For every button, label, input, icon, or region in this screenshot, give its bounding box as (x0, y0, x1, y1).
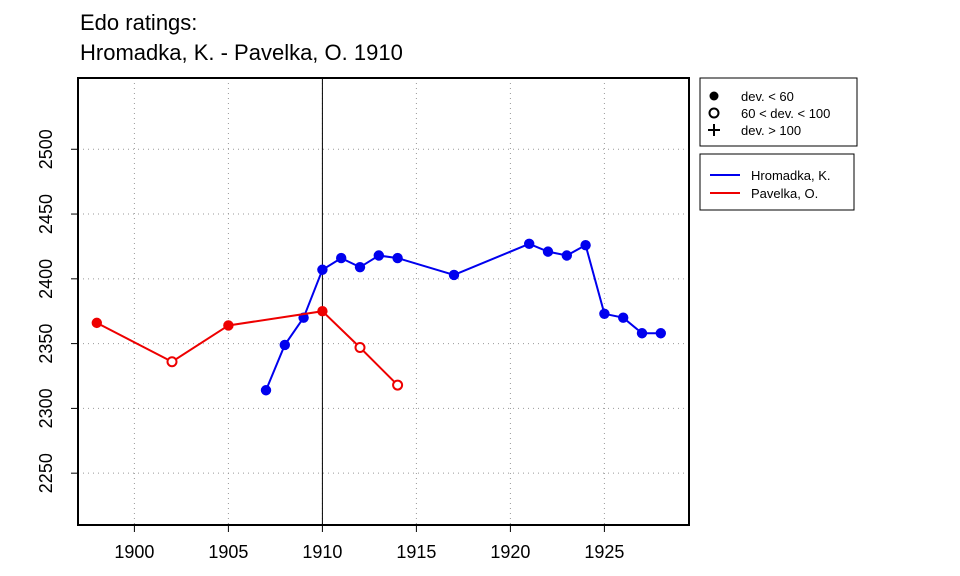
data-point (317, 264, 328, 275)
series-1 (91, 306, 404, 391)
open-circle-icon (708, 107, 720, 119)
data-point (392, 252, 403, 264)
deviation-legend-label: dev. < 60 (741, 89, 794, 104)
y-tick-label: 2250 (36, 453, 56, 493)
data-point (336, 252, 347, 264)
y-tick-label: 2300 (36, 388, 56, 428)
legend-label-hromadka: Hromadka, K. (751, 168, 830, 183)
x-tick-label: 1905 (208, 542, 248, 562)
data-point (91, 317, 103, 329)
data-point (524, 238, 535, 250)
deviation-legend-label: dev. > 100 (741, 123, 801, 138)
data-point-open (354, 341, 366, 353)
y-tick-label: 2400 (36, 259, 56, 299)
data-point (636, 328, 648, 339)
data-point (354, 261, 366, 273)
series-0 (260, 238, 666, 396)
y-axis: 2250 2300 2350 2400 2450 2500 (36, 129, 78, 493)
grid-lines (78, 78, 689, 525)
data-point (618, 312, 629, 323)
data-point (655, 328, 666, 339)
series-legend-box (699, 153, 855, 211)
data-point (260, 385, 272, 396)
legend-label-pavelka: Pavelka, O. (751, 186, 818, 201)
data-point (448, 269, 460, 281)
y-tick-label: 2500 (36, 129, 56, 169)
chart-title-line-2: Hromadka, K. - Pavelka, O. 1910 (80, 40, 403, 65)
deviation-legend-label: 60 < dev. < 100 (741, 106, 830, 121)
data-point (223, 320, 234, 331)
series-legend: Hromadka, K. Pavelka, O. (699, 153, 855, 211)
data-point (599, 308, 610, 320)
y-tick-label: 2350 (36, 324, 56, 364)
x-tick-label: 1925 (584, 542, 624, 562)
deviation-legend: dev. < 60 60 < dev. < 100 dev. > 100 (699, 77, 858, 147)
filled-circle-icon (709, 91, 719, 101)
data-point (561, 250, 572, 261)
data-point (373, 250, 384, 261)
plot-frame (77, 77, 690, 526)
x-tick-label: 1910 (302, 542, 342, 562)
data-point (317, 306, 328, 317)
y-tick-label: 2450 (36, 194, 56, 234)
data-point (279, 339, 290, 351)
data-point-open (392, 379, 404, 391)
plus-icon (708, 124, 720, 136)
x-tick-label: 1920 (490, 542, 530, 562)
data-point (542, 246, 554, 257)
data-point-open (166, 356, 178, 368)
x-tick-label: 1915 (396, 542, 436, 562)
series-line (96, 310, 399, 386)
data-point (580, 239, 591, 251)
x-axis: 1900 1905 1910 1915 1920 1925 (114, 525, 624, 562)
x-tick-label: 1900 (114, 542, 154, 562)
series-layer (91, 238, 666, 396)
deviation-legend-box (699, 77, 858, 147)
chart-title-line-1: Edo ratings: (80, 10, 198, 35)
